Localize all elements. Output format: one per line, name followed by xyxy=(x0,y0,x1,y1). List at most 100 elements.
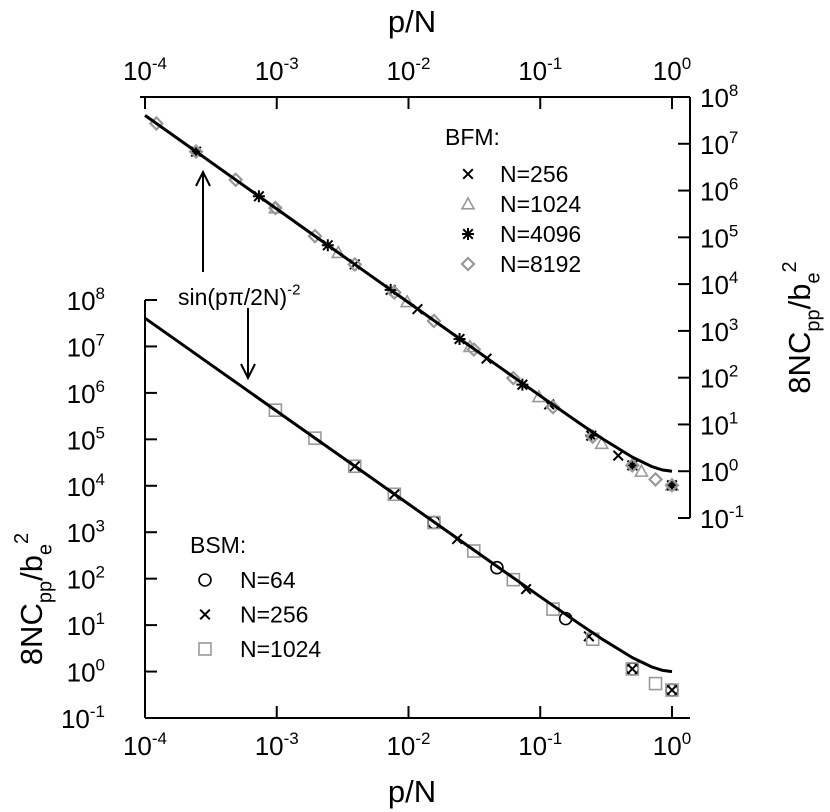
x-tick-label: 10-4 xyxy=(123,54,167,86)
y-tick-label: 106 xyxy=(700,175,738,207)
point xyxy=(624,457,640,473)
legend-label: N=4096 xyxy=(500,221,581,247)
legend-label: N=1024 xyxy=(500,191,581,217)
tick-base: 10 xyxy=(67,379,96,409)
tick-exponent: 0 xyxy=(682,729,691,748)
y-tick-label: 104 xyxy=(700,268,738,300)
tick-base: 10 xyxy=(518,731,547,761)
point xyxy=(664,477,680,493)
point xyxy=(506,572,521,587)
text-part: -2 xyxy=(287,282,300,299)
y-tick-label: 105 xyxy=(67,423,105,455)
tick-exponent: 1 xyxy=(729,409,738,428)
tick-base: 10 xyxy=(123,56,152,86)
tick-base: 10 xyxy=(700,457,729,487)
tick-exponent: -1 xyxy=(729,502,744,521)
tick-exponent: -1 xyxy=(547,729,562,748)
point xyxy=(665,683,679,697)
y-tick-label: 102 xyxy=(67,563,105,595)
x-axis-title: p/N xyxy=(388,774,436,809)
text-part: 2 xyxy=(11,533,33,544)
text-part: sin(pπ/2N) xyxy=(178,284,287,310)
text-part: 8NC xyxy=(782,332,817,394)
text-part: 2 xyxy=(779,261,801,272)
tick-exponent: -4 xyxy=(152,54,167,73)
legend-label: N=8192 xyxy=(500,251,581,277)
tick-base: 10 xyxy=(700,410,729,440)
legend-marker xyxy=(462,228,474,240)
tick-base: 10 xyxy=(67,472,96,502)
tick-exponent: 1 xyxy=(96,609,105,628)
point xyxy=(387,487,402,502)
text-part: e xyxy=(802,272,824,283)
tick-exponent: 0 xyxy=(96,656,105,675)
tick-exponent: 5 xyxy=(96,423,105,442)
annotation: sin(pπ/2N)-2 xyxy=(178,282,301,310)
y-tick-label: 106 xyxy=(67,377,105,409)
point xyxy=(466,544,481,558)
tick-exponent: 3 xyxy=(96,516,105,535)
arrow-head xyxy=(195,169,211,187)
legend-swatch xyxy=(198,573,212,587)
y-tick-label: 108 xyxy=(67,284,105,316)
x-tick-label: 100 xyxy=(653,54,691,86)
y-tick-label: 108 xyxy=(700,81,738,113)
tick-base: 10 xyxy=(67,425,96,455)
text-part: 8NC xyxy=(14,603,49,665)
tick-base: 10 xyxy=(67,611,96,641)
tick-base: 10 xyxy=(700,504,729,534)
x-tick-label: 100 xyxy=(653,729,691,761)
text-part: /b xyxy=(14,555,49,581)
point xyxy=(625,662,640,676)
point xyxy=(490,560,504,575)
tick-base: 10 xyxy=(700,223,729,253)
text-part: pp xyxy=(34,581,56,603)
tick-exponent: -2 xyxy=(415,729,430,748)
point xyxy=(505,370,521,386)
legend-marker xyxy=(460,196,476,210)
tick-exponent: -1 xyxy=(547,54,562,73)
tick-exponent: 0 xyxy=(682,54,691,73)
y-tick-label: 104 xyxy=(67,470,105,502)
y-axis-title: 8NCpp/be2 xyxy=(11,533,56,665)
point xyxy=(585,429,598,442)
tick-base: 10 xyxy=(67,518,96,548)
y-tick-label: 103 xyxy=(67,516,105,548)
legend-swatch xyxy=(460,256,476,272)
tick-base: 10 xyxy=(518,56,547,86)
y-axis-title: 8NCpp/be2 xyxy=(779,261,824,393)
y-tick-label: 100 xyxy=(700,455,738,487)
legend-swatch xyxy=(462,228,474,240)
y-tick-label: 107 xyxy=(700,128,738,160)
tick-exponent: 8 xyxy=(729,81,738,100)
legend-swatch xyxy=(198,642,212,656)
x-tick-label: 10-1 xyxy=(518,54,562,86)
point xyxy=(594,435,610,450)
text-part: pp xyxy=(802,309,824,331)
legend-label: N=256 xyxy=(500,161,568,187)
tick-base: 10 xyxy=(653,56,682,86)
tick-base: 10 xyxy=(61,704,90,734)
point xyxy=(347,459,362,474)
legend-swatch xyxy=(199,608,211,621)
tick-base: 10 xyxy=(386,731,415,761)
x-tick-label: 10-2 xyxy=(386,729,430,761)
tick-exponent: 6 xyxy=(96,377,105,396)
legend-marker xyxy=(198,642,212,656)
tick-exponent: 4 xyxy=(96,470,105,489)
tick-exponent: 2 xyxy=(96,563,105,582)
legend-swatch xyxy=(462,168,474,180)
point xyxy=(648,676,663,691)
arrow-head xyxy=(240,363,256,381)
tick-base: 10 xyxy=(700,317,729,347)
x-tick-label: 10-1 xyxy=(518,729,562,761)
tick-base: 10 xyxy=(123,731,152,761)
tick-exponent: 4 xyxy=(729,268,738,287)
legend-swatch xyxy=(460,196,476,210)
tick-exponent: 6 xyxy=(729,175,738,194)
tick-exponent: 2 xyxy=(729,362,738,381)
tick-exponent: 3 xyxy=(729,315,738,334)
legend-label: N=64 xyxy=(240,567,296,593)
y-tick-label: 105 xyxy=(700,221,738,253)
